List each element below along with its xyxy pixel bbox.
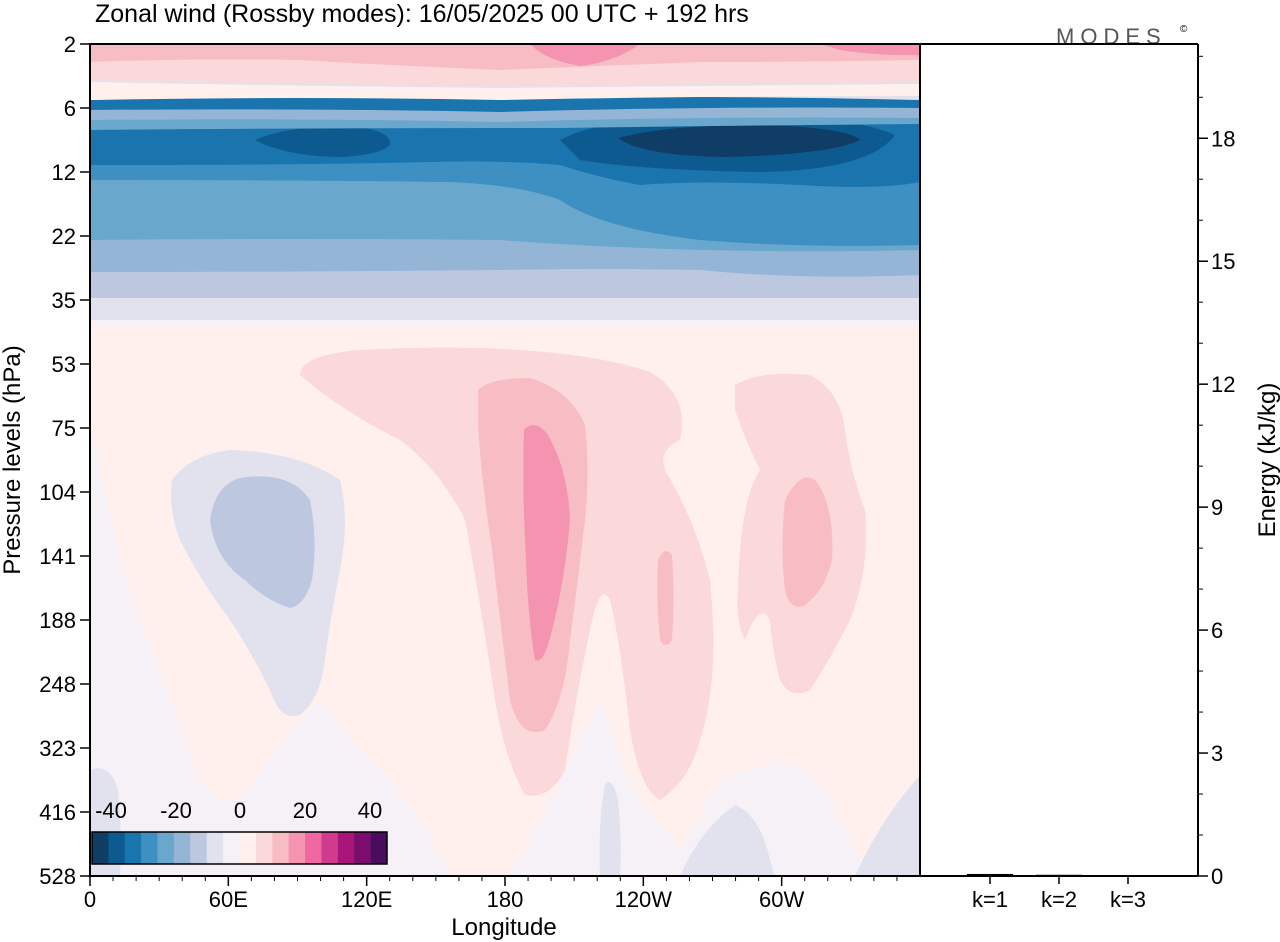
colorbar-swatch [337, 832, 355, 864]
contour-plot [90, 44, 920, 876]
y-tick-label: 528 [39, 864, 76, 889]
map-x-axis: 0 60E 120E 180 120W 60W [84, 876, 898, 912]
y-tick-label: 188 [39, 608, 76, 633]
x-tick-label: 180 [487, 887, 524, 912]
y-tick-label: 22 [52, 224, 76, 249]
colorbar-swatch [255, 832, 273, 864]
colorbar-swatch [305, 832, 322, 864]
energy-x-label: k=2 [1041, 887, 1077, 912]
colorbar-swatch [173, 832, 191, 864]
colorbar-tick: 20 [293, 798, 317, 823]
surface-easterly-right [680, 805, 775, 876]
y-tick-label: 104 [39, 480, 76, 505]
energy-tick-label: 9 [1211, 495, 1223, 520]
y-tick-label: 53 [52, 352, 76, 377]
colorbar-swatches [92, 832, 388, 864]
energy-bar [1105, 875, 1151, 877]
energy-bar [1036, 874, 1082, 877]
map-y-axis: 2 6 12 22 35 53 75 104 141 188 248 323 416 528 [39, 32, 90, 889]
surface-easterly-far [855, 775, 920, 876]
colorbar-swatch [124, 832, 142, 864]
colorbar-tick: -40 [95, 798, 127, 823]
y-tick-label: 141 [39, 544, 76, 569]
energy-tick-label: 6 [1211, 618, 1223, 643]
x-axis-title: Longitude [451, 914, 556, 941]
y-tick-label: 12 [52, 160, 76, 185]
colorbar-swatch [354, 832, 371, 864]
energy-panel: 0 3 6 9 12 15 18 k=1 k=2 k=3 Energy (kJ/kg) [920, 43, 1280, 912]
stratosphere-core [618, 125, 860, 157]
colorbar-swatch [288, 832, 306, 864]
colorbar-swatch [141, 832, 158, 864]
y-tick-label: 248 [39, 672, 76, 697]
energy-bar [967, 873, 1013, 876]
energy-x-label: k=3 [1110, 887, 1146, 912]
energy-y-axis: 0 3 6 9 12 15 18 [1198, 55, 1235, 889]
energy-tick-label: 18 [1211, 126, 1235, 151]
x-tick-label: 60E [209, 887, 248, 912]
easterly-cell-inner [210, 476, 315, 608]
upper-westerly-core-east [820, 44, 920, 56]
jet-core-thin [657, 551, 674, 645]
colorbar-swatch [206, 832, 224, 864]
colorbar-swatch [92, 832, 109, 864]
chart-title: Zonal wind (Rossby modes): 16/05/2025 00… [95, 0, 749, 28]
energy-tick-label: 15 [1211, 249, 1235, 274]
y-tick-label: 416 [39, 800, 76, 825]
energy-tick-label: 3 [1211, 741, 1223, 766]
jet-core-inner [523, 425, 570, 661]
colorbar-swatch [190, 832, 208, 864]
surface-easterly-mid [599, 782, 621, 876]
copyright-mark: © [1180, 24, 1188, 35]
upper-light-band [90, 82, 920, 100]
energy-tick-label: 12 [1211, 372, 1235, 397]
colorbar-frame [91, 831, 388, 865]
colorbar-tick: -20 [160, 798, 192, 823]
modes-logo: MODES [1056, 24, 1167, 49]
energy-x-axis: k=1 k=2 k=3 [972, 876, 1146, 912]
energy-x-label: k=1 [972, 887, 1008, 912]
colorbar-swatch [108, 832, 126, 864]
x-tick-label: 120W [615, 887, 673, 912]
stratosphere-transition-3 [90, 117, 920, 130]
y-axis-title: Pressure levels (hPa) [0, 345, 26, 574]
colorbar-swatch [272, 832, 289, 864]
y-tick-label: 6 [64, 96, 76, 121]
y-tick-label: 35 [52, 288, 76, 313]
stratosphere-band-0 [255, 125, 391, 157]
energy-axis-title: Energy (kJ/kg) [1254, 383, 1280, 538]
colorbar-swatch [239, 832, 257, 864]
upper-westerly-mid [90, 44, 920, 70]
energy-bars [967, 873, 1151, 877]
colorbar-swatch [223, 832, 240, 864]
colorbar-swatch [370, 832, 388, 864]
colorbar: -40 -20 0 20 40 [91, 798, 388, 865]
colorbar-swatch [321, 832, 339, 864]
colorbar-tick: 0 [234, 798, 246, 823]
upper-westerly-core [530, 44, 640, 66]
x-tick-label: 60W [759, 887, 804, 912]
energy-tick-label: 0 [1211, 864, 1223, 889]
colorbar-swatch [157, 832, 175, 864]
jet-east-core [782, 477, 833, 607]
x-tick-label: 120E [341, 887, 392, 912]
y-tick-label: 2 [64, 32, 76, 57]
y-tick-label: 75 [52, 416, 76, 441]
y-tick-label: 323 [39, 736, 76, 761]
colorbar-tick: 40 [358, 798, 382, 823]
x-tick-label: 0 [84, 887, 96, 912]
